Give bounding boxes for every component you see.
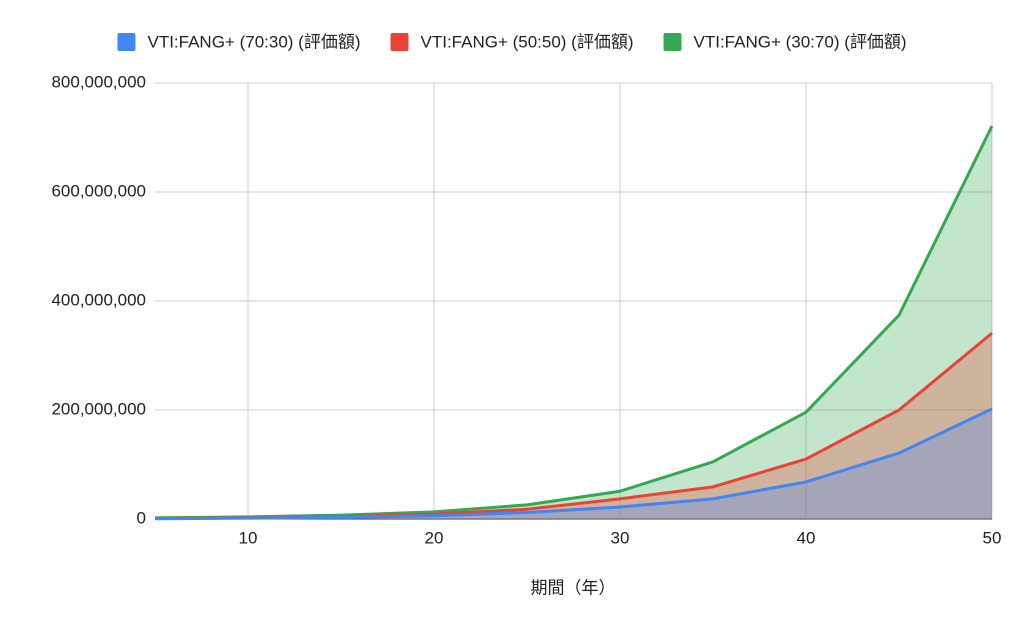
areas [155, 126, 992, 520]
y-tick-label: 800,000,000 [51, 72, 146, 91]
area-fill [155, 333, 992, 519]
legend-item: VTI:FANG+ (70:30) (評価額) [117, 32, 360, 51]
y-tick-label: 0 [137, 508, 146, 527]
legend-label: VTI:FANG+ (70:30) (評価額) [147, 32, 360, 51]
y-tick-label: 200,000,000 [51, 399, 146, 418]
x-tick-label: 40 [797, 528, 816, 547]
x-tick-label: 10 [239, 528, 258, 547]
x-tick-label: 20 [425, 528, 444, 547]
legend-item: VTI:FANG+ (50:50) (評価額) [390, 32, 634, 51]
labels: 0 200,000,000 400,000,000 600,000,000 800,00… [51, 72, 1001, 547]
lines [154, 125, 994, 521]
x-tick-label: 30 [611, 528, 630, 547]
legend: VTI:FANG+ (70:30) (評価額) VTI:FANG+ (50:50)… [117, 32, 907, 51]
area-fill [155, 408, 992, 519]
y-tick-label: 400,000,000 [51, 290, 146, 309]
x-axis-title: 期間（年） [531, 578, 616, 597]
legend-label: VTI:FANG+ (50:50) (評価額) [420, 32, 633, 51]
legend-swatch [663, 33, 682, 51]
legend-item: VTI:FANG+ (30:70) (評価額) [663, 32, 907, 51]
x-tick-label: 50 [983, 528, 1002, 547]
series-line [154, 407, 993, 521]
y-tick-label: 600,000,000 [51, 181, 146, 200]
legend-label: VTI:FANG+ (30:70) (評価額) [694, 32, 907, 51]
legend-swatch [117, 33, 136, 51]
grid [155, 82, 993, 520]
area-fill [155, 126, 992, 520]
legend-swatch [390, 33, 409, 51]
